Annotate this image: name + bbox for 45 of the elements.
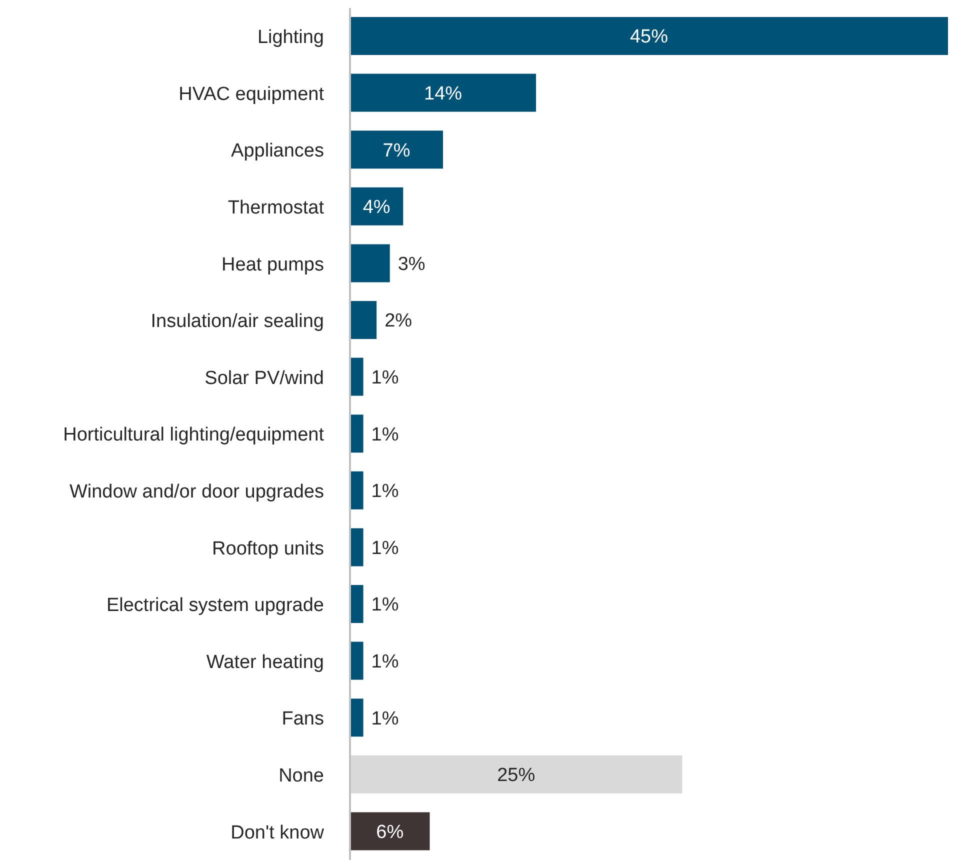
bar (350, 698, 364, 737)
y-tick-label: Don't know (230, 822, 324, 844)
data-label: 1% (371, 594, 399, 616)
data-label: 1% (371, 367, 399, 388)
bar (350, 244, 390, 282)
bar (350, 414, 364, 453)
bar (350, 755, 682, 794)
data-label: 4% (362, 197, 390, 218)
data-label: 1% (371, 538, 399, 559)
bar (350, 187, 404, 226)
data-label: 3% (398, 254, 426, 275)
y-tick-label: Solar PV/wind (204, 368, 324, 389)
y-tick-label: Heat pumps (222, 254, 324, 276)
bar (350, 301, 377, 339)
y-tick-label: Thermostat (228, 198, 325, 219)
bar (350, 471, 364, 510)
data-label: 1% (371, 424, 399, 446)
y-tick-label: Fans (282, 708, 324, 730)
data-label: 2% (384, 310, 412, 332)
data-label: 1% (371, 708, 399, 730)
y-tick-label: None (278, 766, 324, 787)
y-tick-label: Water heating (206, 652, 324, 673)
data-label: 7% (382, 140, 410, 162)
y-tick-label: Appliances (231, 140, 324, 162)
data-label: 1% (371, 651, 399, 672)
y-tick-label: Window and/or door upgrades (69, 482, 324, 503)
y-tick-label: Electrical system upgrade (106, 595, 324, 616)
data-label: 45% (630, 26, 668, 48)
bar (350, 358, 364, 396)
bar (350, 74, 536, 112)
bar (350, 130, 444, 169)
data-label: 25% (497, 765, 536, 786)
y-tick-label: Rooftop units (212, 538, 324, 560)
bar (350, 585, 364, 623)
y-tick-label: HVAC equipment (178, 84, 325, 105)
data-label: 6% (376, 822, 404, 843)
data-label: 1% (371, 481, 399, 502)
data-label: 14% (424, 83, 462, 104)
bar (350, 642, 364, 680)
y-tick-label: Insulation/air sealing (150, 311, 324, 332)
bar (350, 528, 364, 566)
bar (350, 17, 948, 55)
bar (350, 812, 430, 850)
y-tick-label: Horticultural lighting/equipment (63, 424, 325, 446)
y-tick-label: Lighting (257, 27, 324, 48)
